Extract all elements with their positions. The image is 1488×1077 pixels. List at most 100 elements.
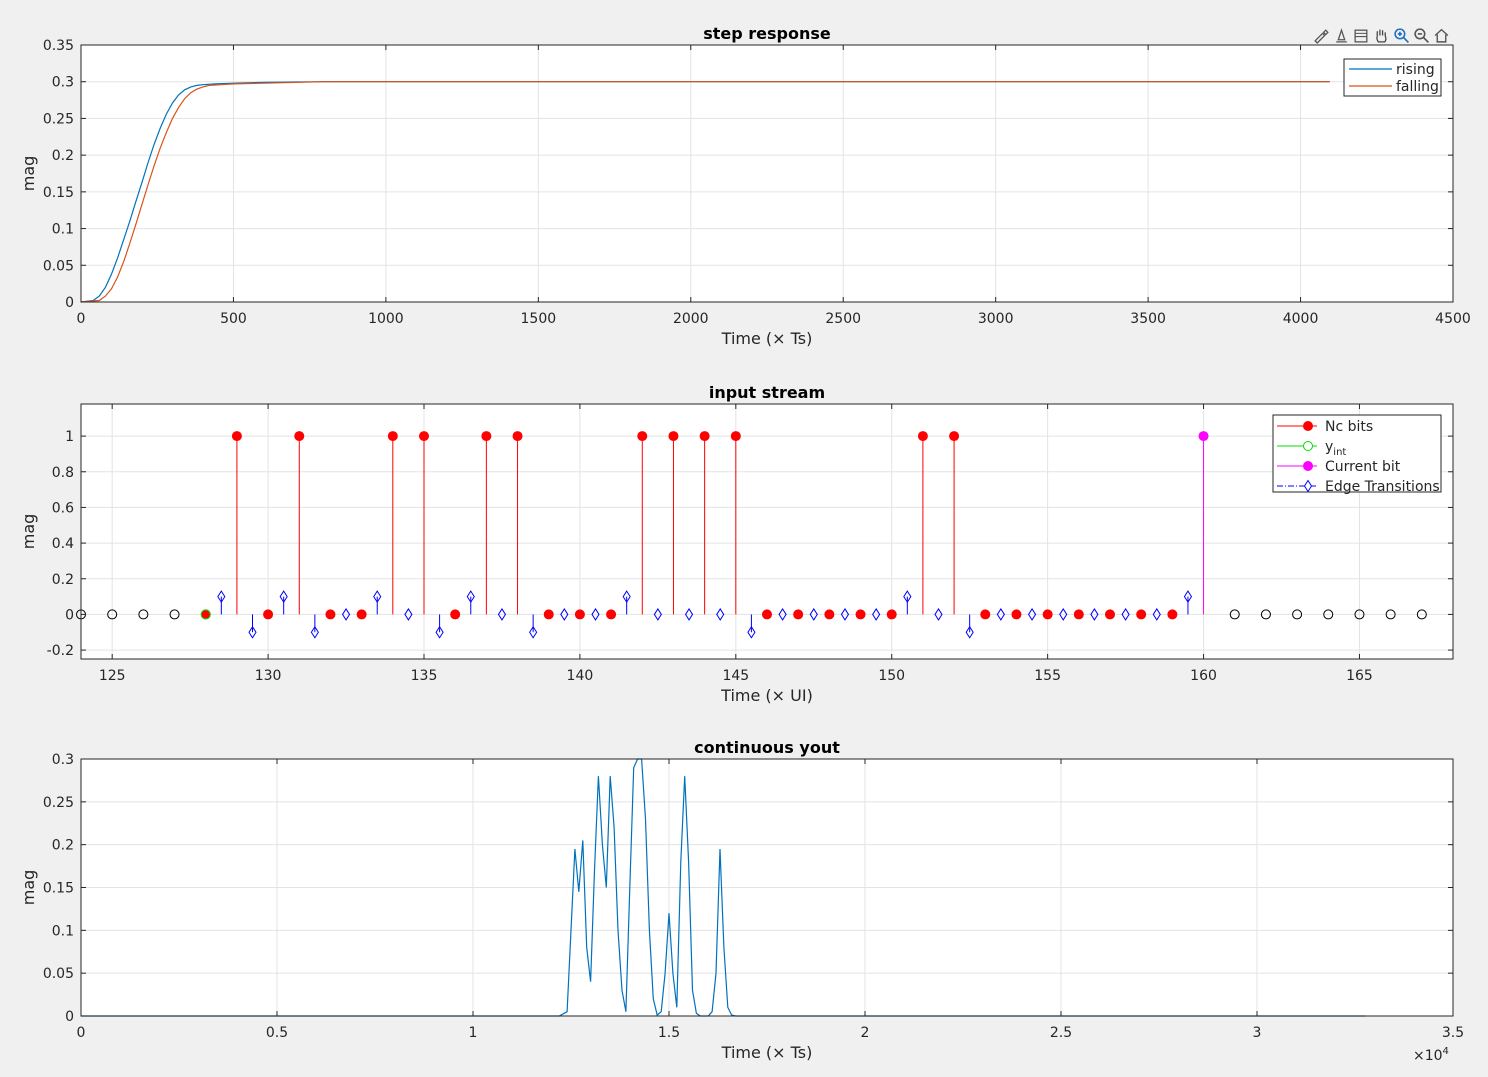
x-axis-label: Time (× Ts) (721, 329, 813, 348)
series-line-falling (80, 81, 1330, 303)
plot-area (81, 404, 1453, 659)
future-bit-marker (1385, 609, 1396, 620)
current-bit-marker (1198, 431, 1209, 442)
future-bit-marker (1416, 609, 1427, 620)
nc-bit-marker (1167, 609, 1178, 620)
nc-bit-marker (793, 609, 804, 620)
edge-transition-marker (1152, 607, 1161, 621)
x-tick-label: 145 (722, 668, 749, 684)
nc-bit-marker (574, 609, 585, 620)
nc-bit-marker (855, 609, 866, 620)
y-tick-label: -0.2 (47, 643, 74, 659)
edge-transition-marker (1121, 607, 1130, 621)
y-tick-label: 0.25 (43, 795, 74, 811)
edge-transition-marker (903, 590, 912, 604)
nc-bit-marker (387, 431, 398, 442)
x-tick-label: 3000 (978, 311, 1014, 327)
x-tick-label: 3.5 (1442, 1025, 1464, 1041)
edge-transition-marker (716, 607, 725, 621)
x-tick-label: 160 (1190, 668, 1217, 684)
edge-transition-marker (466, 590, 475, 604)
x-axis-label: Time (× Ts) (721, 1043, 813, 1062)
nc-bit-marker (668, 431, 679, 442)
edge-transition-marker (217, 590, 226, 604)
pan-hand-icon[interactable] (1372, 25, 1391, 45)
y-tick-label: 0.05 (43, 258, 74, 274)
edge-transition-marker (404, 607, 413, 621)
data-tips-icon[interactable] (1332, 25, 1351, 45)
nc-bit-marker (450, 609, 461, 620)
x-tick-label: 135 (411, 668, 438, 684)
x-tick-label: 2 (861, 1025, 870, 1041)
nc-bit-marker (762, 609, 772, 620)
legend-label: Nc bits (1325, 419, 1373, 435)
y-tick-label: 0.3 (52, 75, 74, 91)
nc-bit-marker (980, 609, 991, 620)
nc-bit-marker (1042, 609, 1053, 620)
x-tick-label: 500 (220, 311, 247, 327)
x-tick-label: 3500 (1130, 311, 1166, 327)
x-tick-label: 150 (878, 668, 905, 684)
edge-transition-marker (872, 607, 881, 621)
edge-transition-marker (497, 607, 507, 621)
y-tick-label: 0.1 (52, 923, 74, 939)
nc-bit-marker (481, 431, 492, 442)
edge-transition-marker (310, 625, 319, 639)
x-tick-label: 0 (77, 311, 86, 327)
x-tick-label: 1.5 (658, 1025, 680, 1041)
rotate-icon[interactable] (1352, 25, 1371, 45)
legend-label: falling (1396, 79, 1439, 95)
legend-marker (1303, 421, 1313, 431)
nc-bit-marker (356, 609, 367, 620)
x-tick-label: 1 (469, 1025, 478, 1041)
edge-transition-marker (778, 607, 787, 621)
brush-icon[interactable] (1312, 25, 1331, 45)
edge-transition-marker (591, 607, 600, 621)
future-bit-marker (1229, 609, 1240, 620)
x-tick-label: 125 (99, 668, 126, 684)
y-tick-label: 1 (65, 429, 74, 445)
axes-1: 125 130 135 140 145 150 155 160 165 -0.2 0 0.2 0.4 0.… (19, 383, 1454, 705)
zoom-in-icon[interactable] (1392, 25, 1411, 45)
x-tick-label: 1000 (368, 311, 404, 327)
x-tick-label: 165 (1346, 668, 1373, 684)
y-tick-label: 0.25 (43, 111, 74, 127)
x-tick-label: 4000 (1283, 311, 1319, 327)
nc-bit-marker (325, 609, 336, 620)
series-line-yout (81, 758, 1366, 1017)
zoom-out-icon[interactable] (1412, 25, 1431, 45)
legend-box (1272, 414, 1442, 493)
nc-bit-marker (886, 609, 897, 620)
axes-toolbar (1312, 24, 1451, 46)
edge-transition-marker (435, 625, 444, 639)
axes-box (80, 44, 1454, 303)
x-tick-label: 2000 (673, 311, 709, 327)
nc-bit-marker (543, 609, 554, 620)
home-icon[interactable] (1432, 25, 1451, 45)
edge-transition-marker (341, 607, 351, 621)
y-axis-label: mag (19, 870, 38, 906)
y-tick-label: 0.1 (52, 222, 74, 238)
y-tick-label: 0.15 (43, 881, 74, 897)
x-tick-label: 3 (1253, 1025, 1262, 1041)
y-tick-label: 0.2 (52, 838, 74, 854)
x-tick-label: 140 (567, 668, 594, 684)
nc-bit-marker (917, 431, 928, 442)
x-tick-label: 2500 (825, 311, 861, 327)
nc-bit-marker (231, 431, 242, 442)
y-tick-label: 0.2 (52, 148, 74, 164)
legend-marker (1303, 441, 1313, 451)
x-tick-label: 0.5 (266, 1025, 288, 1041)
future-bit-marker (169, 609, 180, 620)
edge-transition-marker (1183, 590, 1193, 604)
future-bit-marker (1354, 609, 1365, 620)
y-tick-label: 0.8 (52, 465, 74, 481)
chart-title: input stream (709, 383, 825, 402)
legend-label: rising (1396, 62, 1435, 78)
edge-transition-marker (373, 590, 382, 604)
nc-bit-marker (1011, 609, 1022, 620)
nc-bit-marker (1136, 609, 1147, 620)
edge-transition-marker (1090, 607, 1099, 621)
